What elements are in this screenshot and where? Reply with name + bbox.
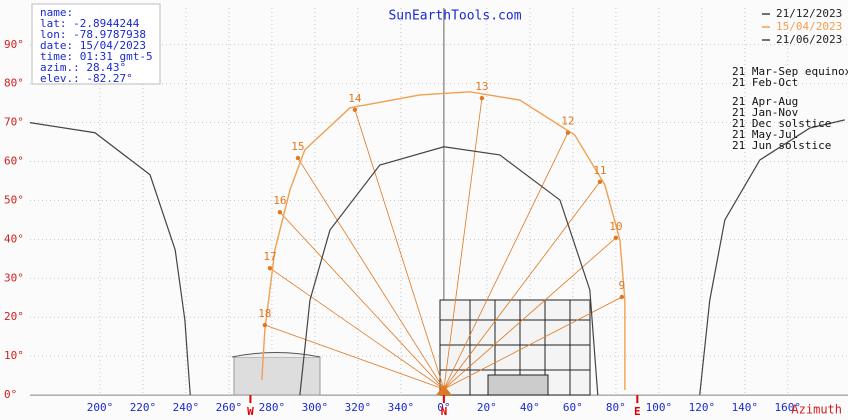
x-tick-label: 300° [302,401,329,414]
hour-point [267,265,273,271]
y-tick-label: 10° [4,349,24,362]
compass-label: N [441,405,448,418]
sun-ray [443,98,483,390]
hour-point [597,179,603,184]
y-tick-label: 60° [4,155,24,168]
info-line: elev.: -82.27° [40,72,133,85]
x-tick-label: 80° [606,401,626,414]
x-tick-label: 240° [173,401,200,414]
y-tick-label: 0° [4,388,17,401]
building [231,299,591,396]
x-tick-label: 160° [775,401,802,414]
declination-note: 21 Jun solstice [732,139,831,152]
sun-ray [269,267,445,390]
declination-note: 21 Dec solstice [732,117,831,130]
x-tick-label: 20° [477,401,497,414]
declination-note: 21 Apr-Aug [732,95,798,108]
sun-ray [297,157,445,390]
compass-label: W [247,405,254,418]
sun-ray [443,181,601,390]
info-line: date: 15/04/2023 [40,39,146,52]
y-tick-label: 40° [4,232,24,245]
y-tick-label: 50° [4,193,24,206]
x-tick-label: 40° [520,401,540,414]
hour-point [479,95,485,101]
sun-ray [443,132,569,390]
info-line: lat: -2.8944244 [40,17,140,30]
plot: 0°10°20°30°40°50°60°70°80°90°200° 220° 240… [4,3,848,418]
y-tick-label: 90° [4,38,24,51]
hour-point [277,209,283,215]
x-axis-label: Azimuth [791,403,842,417]
hour-label: 10 [609,220,622,233]
sun-marker [435,385,452,396]
compass-label: E [634,405,641,418]
x-tick-label: 60° [563,401,583,414]
hour-label: 16 [273,194,286,207]
y-tick-label: 80° [4,77,24,90]
hour-label: 13 [475,80,488,93]
legend-label: 21/12/2023 [776,7,842,20]
sun-path [299,146,599,396]
hour-label: 18 [258,307,271,320]
x-tick-label: 100° [646,401,673,414]
sun-path [261,91,626,391]
hour-point [352,107,358,112]
y-tick-label: 30° [4,271,24,284]
x-tick-label: 0° [437,401,450,414]
legend-label: 15/04/2023 [776,20,842,33]
x-tick-label: 260° [216,401,243,414]
sun-ray [279,211,445,390]
hour-label: 9 [619,279,626,292]
y-tick-label: 20° [4,310,24,323]
declination-note: 21 Jan-Nov [732,106,799,119]
sun-ray [354,109,445,390]
x-tick-label: 220° [130,401,157,414]
declination-note: 21 May-Jul [732,128,798,141]
hour-label: 12 [561,115,574,128]
info-line: lon: -78.9787938 [40,28,146,41]
x-tick-label: 120° [689,401,716,414]
legend-label: 21/06/2023 [776,33,842,46]
declination-note: 21 Feb-Oct [732,76,798,89]
sun-ray [264,324,445,390]
sun-ray [443,296,623,390]
hour-label: 11 [593,164,606,177]
hour-label: 15 [291,140,304,153]
x-tick-label: 340° [388,401,415,414]
y-tick-label: 70° [4,116,24,129]
info-box [31,3,161,85]
hour-point [295,155,301,161]
hour-label: 17 [263,250,276,263]
info-line: azim.: 28.43° [40,61,126,74]
hour-point [613,235,619,241]
hour-point [619,294,625,300]
info-line: name: [40,6,73,19]
info-line: time: 01:31 gmt-5 [40,50,153,63]
chart-title: SunEarthTools.com [388,9,521,24]
x-tick-label: 140° [732,401,759,414]
x-tick-label: 200° [87,401,114,414]
hour-label: 14 [348,92,362,105]
x-tick-label: 280° [259,401,286,414]
sun-ray [443,237,617,390]
x-tick-label: 320° [345,401,372,414]
hour-point [565,130,571,135]
hour-point [262,322,268,328]
declination-note: 21 Mar-Sep equinox [732,65,848,78]
sun-path [29,119,845,396]
